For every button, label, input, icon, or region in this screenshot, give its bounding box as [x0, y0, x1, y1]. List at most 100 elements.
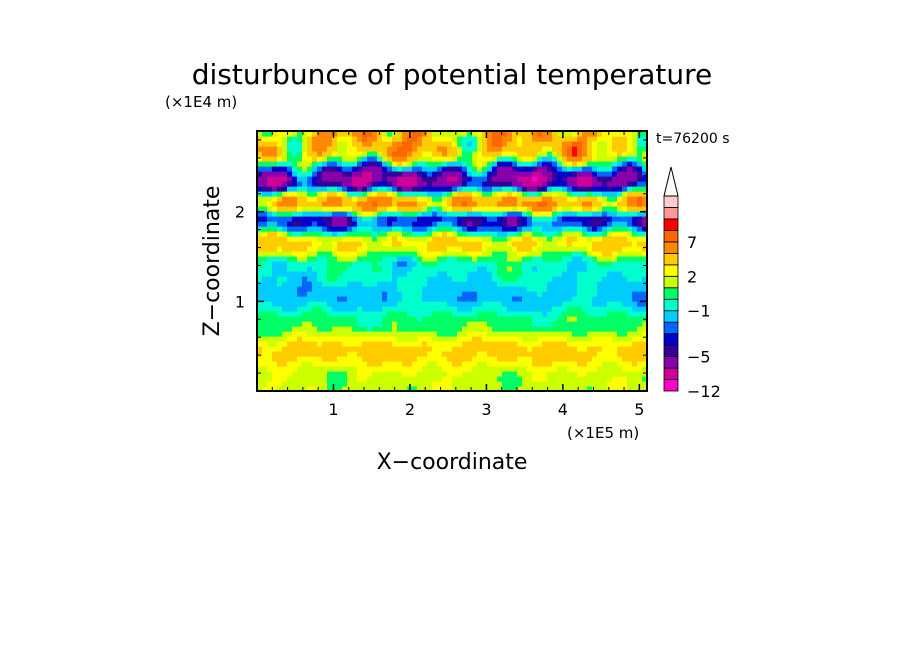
field-cell: [392, 206, 398, 212]
field-cell: [427, 166, 433, 172]
field-cell: [452, 326, 458, 332]
field-cell: [422, 276, 428, 282]
field-cell: [297, 221, 303, 227]
field-cell: [462, 191, 468, 197]
field-cell: [532, 236, 538, 242]
field-cell: [612, 241, 618, 247]
field-cell: [447, 186, 453, 192]
field-cell: [257, 216, 263, 222]
field-cell: [452, 186, 458, 192]
field-cell: [282, 151, 288, 157]
field-cell: [607, 271, 613, 277]
field-cell: [607, 331, 613, 337]
field-cell: [377, 231, 383, 237]
field-cell: [287, 246, 293, 252]
field-cell: [322, 211, 328, 217]
field-cell: [572, 196, 578, 202]
field-cell: [567, 156, 573, 162]
field-cell: [342, 166, 348, 172]
field-cell: [427, 196, 433, 202]
field-cell: [527, 166, 533, 172]
field-cell: [427, 356, 433, 362]
field-cell: [582, 206, 588, 212]
field-cell: [472, 191, 478, 197]
field-cell: [632, 291, 638, 297]
field-cell: [347, 336, 353, 342]
field-cell: [552, 156, 558, 162]
field-cell: [392, 281, 398, 287]
field-cell: [327, 246, 333, 252]
field-cell: [272, 386, 278, 391]
field-cell: [492, 381, 498, 387]
field-cell: [312, 191, 318, 197]
field-cell: [427, 296, 433, 302]
field-cell: [402, 311, 408, 317]
field-cell: [472, 341, 478, 347]
field-cell: [572, 331, 578, 337]
field-cell: [302, 266, 308, 272]
field-cell: [357, 131, 363, 137]
field-cell: [557, 211, 563, 217]
field-cell: [592, 131, 598, 137]
field-cell: [282, 241, 288, 247]
field-cell: [572, 176, 578, 182]
field-cell: [607, 196, 613, 202]
field-cell: [362, 326, 368, 332]
field-cell: [517, 231, 523, 237]
field-cell: [532, 331, 538, 337]
field-cell: [357, 291, 363, 297]
field-cell: [552, 171, 558, 177]
field-cell: [632, 136, 638, 142]
field-cell: [392, 306, 398, 312]
field-cell: [402, 176, 408, 182]
field-cell: [362, 356, 368, 362]
field-cell: [342, 251, 348, 257]
field-cell: [522, 256, 528, 262]
field-cell: [297, 226, 303, 232]
field-cell: [637, 266, 643, 272]
field-cell: [272, 366, 278, 372]
field-cell: [572, 386, 578, 391]
field-cell: [637, 231, 643, 237]
field-cell: [587, 336, 593, 342]
field-cell: [522, 271, 528, 277]
field-cell: [412, 381, 418, 387]
field-cell: [257, 361, 263, 367]
field-cell: [337, 276, 343, 282]
field-cell: [417, 136, 423, 142]
field-cell: [542, 361, 548, 367]
field-cell: [522, 341, 528, 347]
field-cell: [412, 291, 418, 297]
field-cell: [417, 281, 423, 287]
field-cell: [557, 351, 563, 357]
field-cell: [472, 336, 478, 342]
field-cell: [617, 316, 623, 322]
field-cell: [477, 201, 483, 207]
field-cell: [302, 131, 308, 137]
field-cell: [317, 361, 323, 367]
field-cell: [432, 256, 438, 262]
field-cell: [557, 386, 563, 391]
colorbar-tick-label: −5: [687, 348, 711, 367]
field-cell: [407, 211, 413, 217]
field-cell: [562, 371, 568, 377]
field-cell: [577, 136, 583, 142]
field-cell: [452, 336, 458, 342]
field-cell: [527, 146, 533, 152]
field-cell: [392, 296, 398, 302]
field-cell: [587, 136, 593, 142]
field-cell: [622, 351, 628, 357]
field-cell: [582, 301, 588, 307]
field-cell: [417, 261, 423, 267]
field-cell: [402, 191, 408, 197]
field-cell: [277, 231, 283, 237]
field-cell: [297, 311, 303, 317]
field-cell: [512, 361, 518, 367]
field-cell: [577, 166, 583, 172]
colorbar-swatch: [663, 344, 679, 357]
field-cell: [402, 301, 408, 307]
field-cell: [622, 281, 628, 287]
field-cell: [642, 236, 647, 242]
field-cell: [407, 226, 413, 232]
field-cell: [592, 371, 598, 377]
